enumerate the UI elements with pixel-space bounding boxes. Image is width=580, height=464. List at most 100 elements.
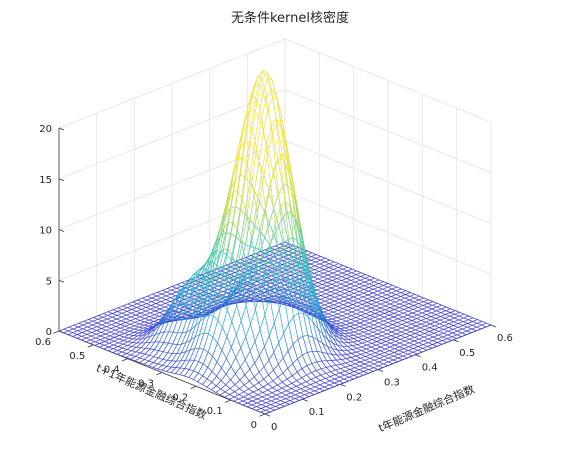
mesh-line	[320, 385, 325, 387]
mesh-line	[122, 315, 127, 317]
mesh-line	[320, 264, 324, 266]
z-tick-label: 20	[39, 124, 52, 135]
mesh-line	[83, 327, 88, 329]
mesh-line	[265, 410, 270, 412]
mesh-line	[397, 330, 401, 332]
mesh-line	[369, 323, 374, 325]
mesh-line	[433, 335, 438, 337]
mesh-line	[165, 303, 170, 305]
mesh-line	[408, 311, 413, 313]
mesh-line	[406, 295, 411, 297]
mesh-line	[336, 370, 341, 373]
mesh-line	[127, 347, 132, 350]
mesh-line	[467, 327, 472, 329]
mesh-line	[83, 325, 88, 327]
mesh-line	[317, 361, 322, 362]
mesh-line	[157, 296, 162, 298]
mesh-line	[463, 324, 468, 326]
mesh-line	[222, 310, 227, 327]
mesh-line	[119, 339, 123, 340]
mesh-line	[315, 270, 320, 272]
mesh-line	[112, 315, 117, 317]
mesh-line	[404, 309, 409, 311]
mesh-line	[310, 389, 315, 391]
mesh-line	[330, 294, 335, 296]
mesh-line	[97, 323, 102, 325]
mesh-line	[428, 343, 433, 345]
mesh-line	[357, 343, 362, 345]
mesh-line	[345, 293, 349, 295]
mesh-line	[366, 310, 371, 312]
mesh-line	[403, 354, 408, 356]
mesh-line	[213, 316, 218, 320]
mesh-line	[128, 343, 133, 346]
mesh-line	[213, 343, 218, 357]
mesh-line	[412, 315, 417, 317]
mesh-line	[385, 304, 390, 306]
mesh-line	[428, 339, 433, 341]
mesh-line	[226, 347, 231, 358]
mesh-line	[166, 298, 171, 300]
mesh-line	[360, 366, 364, 368]
mesh-line	[243, 401, 248, 403]
mesh-line	[264, 360, 269, 367]
mesh-line	[467, 329, 472, 331]
mesh-line	[347, 308, 352, 310]
mesh-line	[290, 397, 295, 399]
mesh-line	[387, 289, 392, 291]
mesh-line	[338, 267, 343, 269]
mesh-line	[135, 320, 140, 322]
mesh-line	[419, 300, 424, 302]
mesh-line	[364, 327, 369, 329]
mesh-line	[408, 354, 413, 356]
mesh-line	[387, 334, 392, 336]
mesh-line	[267, 395, 272, 397]
mesh-line	[86, 336, 91, 338]
mesh-line	[371, 351, 376, 353]
mesh-line	[402, 322, 407, 324]
mesh-line	[114, 343, 119, 345]
mesh-line	[106, 330, 110, 332]
mesh-line	[394, 311, 399, 313]
mesh-line	[442, 342, 447, 344]
mesh-line	[105, 342, 109, 344]
mesh-line	[248, 403, 253, 405]
mesh-line	[159, 342, 163, 343]
mesh-line	[240, 375, 245, 380]
mesh-line	[227, 337, 231, 348]
mesh-line	[381, 302, 386, 304]
mesh-line	[423, 343, 428, 345]
mesh-line	[324, 310, 329, 312]
mesh-line	[334, 266, 339, 268]
mesh-line	[330, 260, 335, 262]
mesh-line	[89, 319, 94, 321]
x-tick-mark	[340, 384, 345, 386]
mesh-line	[254, 386, 259, 390]
mesh-line	[300, 391, 305, 393]
mesh-line	[308, 336, 313, 338]
z-tick-mark	[59, 230, 64, 232]
mesh-line	[325, 296, 330, 298]
mesh-line	[245, 369, 250, 375]
mesh-line	[256, 176, 261, 208]
mesh-line	[320, 262, 325, 264]
mesh-line	[396, 293, 401, 295]
y-tick-label: 0.6	[35, 337, 51, 348]
mesh-line	[226, 267, 231, 269]
mesh-line	[385, 353, 389, 355]
mesh-line	[123, 348, 127, 349]
mesh-line	[88, 321, 93, 323]
mesh-line	[340, 290, 345, 292]
mesh-line	[371, 312, 375, 314]
mesh-line	[457, 337, 462, 339]
mesh-line	[149, 357, 154, 361]
mesh-line	[458, 327, 463, 329]
mesh-line	[336, 290, 341, 292]
mesh-line	[119, 337, 124, 339]
mesh-line	[135, 326, 139, 327]
mesh-line	[272, 296, 277, 297]
mesh-line	[258, 392, 263, 394]
mesh-line	[91, 336, 96, 338]
mesh-line	[374, 368, 379, 370]
mesh-line	[74, 325, 79, 327]
